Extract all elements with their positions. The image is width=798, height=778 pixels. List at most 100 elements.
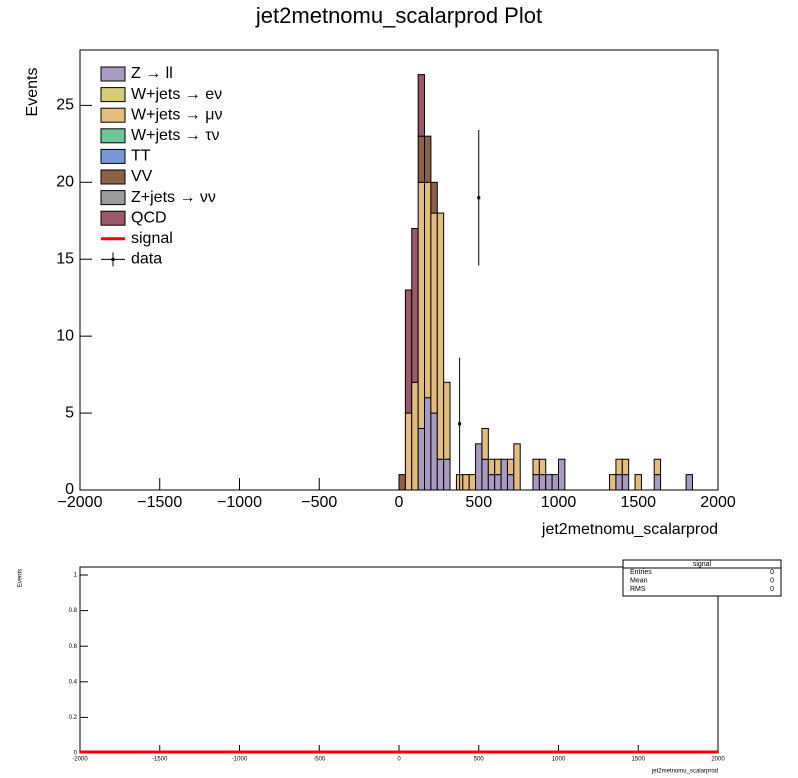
x-tick-label: 1500 [620,494,656,511]
y-tick-label: 0.4 [69,679,78,685]
y-tick-label: 1 [74,573,78,579]
ratio-frame [79,566,719,754]
stats-value: 0 [770,569,774,576]
hist-bar [487,474,496,491]
legend-label: data [131,251,162,268]
y-tick-label: 0 [65,481,74,498]
x-tick-label: −500 [301,494,337,511]
hist-bar [417,74,426,137]
hist-bar [411,381,419,491]
hist-bar [513,443,521,491]
legend-label: VV [131,168,153,185]
hist-bar [506,458,515,476]
y-tick-label: 0.8 [69,608,78,614]
hist-bar [634,474,642,491]
x-tick-label: 1500 [632,757,646,763]
hist-bar [609,474,617,491]
y-tick-label: 20 [56,174,74,191]
hist-bar [653,458,662,476]
hist-bar [500,458,508,491]
x-tick-label: -2000 [72,757,88,763]
x-tick-label: 2000 [711,757,725,763]
hist-bar [475,443,483,491]
legend-swatch [111,257,115,261]
x-tick-label: −2000 [58,494,103,511]
x-tick-label: −1000 [217,494,262,511]
hist-bar [532,458,540,476]
hist-bar [424,181,432,399]
y-tick-label: 0.6 [69,644,78,650]
hist-bar [558,458,566,491]
x-axis-label: jet2metnomu_scalarprod [541,521,718,538]
hist-bar [487,458,496,476]
y-axis-label: Events [18,569,24,587]
stats-value: 0 [770,577,774,584]
hist-bar [538,474,547,491]
hist-bar [430,181,438,214]
legend-label: QCD [131,209,167,226]
hist-bar [481,458,489,491]
legend-swatch [100,87,126,103]
hist-bar [404,412,413,491]
stats-label: RMS [630,586,646,593]
legend-label: W+jets → τν [131,127,220,144]
hist-bar [404,289,413,414]
legend-swatch [100,128,126,144]
legend-swatch [100,210,126,226]
hist-bar [538,458,547,476]
y-tick-label: 0 [74,751,78,757]
legend-label: signal [131,230,173,247]
x-tick-label: 1000 [552,757,566,763]
x-tick-label: 0 [395,494,404,511]
hist-bar [653,474,662,491]
hist-bar [506,474,515,491]
hist-bar [545,474,553,491]
x-tick-label: -1500 [152,757,168,763]
stats-label: Mean [630,577,648,584]
hist-bar [417,181,426,429]
data-point [477,196,481,200]
chart-title: jet2metnomu_scalarprod Plot [255,3,542,28]
x-tick-label: 500 [474,757,485,763]
hist-bar [481,427,489,460]
hist-bar [443,458,451,491]
legend-label: Z → ll [131,65,173,82]
x-tick-label: 500 [465,494,492,511]
hist-bar [462,474,470,491]
hist-bar [417,427,426,491]
legend-label: Z+jets → νν [131,189,216,206]
data-point [458,422,462,426]
legend-label: W+jets → μν [131,106,222,123]
legend-swatch [100,66,126,82]
hist-bar [411,227,419,383]
stats-value: 0 [770,586,774,593]
stats-box: signal Entries 0 Mean 0 RMS 0 [622,559,782,597]
hist-bar [430,212,438,414]
hist-bar [443,381,451,460]
x-tick-label: -1000 [232,757,248,763]
y-tick-label: 10 [56,327,74,344]
hist-bar [494,458,502,476]
x-tick-label: −1500 [137,494,182,511]
hist-bar [436,212,445,460]
y-tick-label: 15 [56,250,74,267]
x-tick-label: 2000 [700,494,736,511]
legend-swatch [100,190,126,206]
x-tick-label: 0 [397,757,401,763]
main-plot: −2000 −1500 −1000 −500 0 500 1000 1500 2000 0 5 10 1… [56,74,736,511]
legend-label: W+jets → eν [131,86,222,103]
hist-bar [398,474,406,491]
hist-bar [621,458,630,476]
hist-bar [436,458,445,491]
legend-swatch [100,107,126,123]
hist-bar [424,397,432,491]
signal-plot: -2000 -1500 -1000 -500 0 500 1000 1500 2000 0 0.2 0… [69,573,726,763]
legend: Z → ll W+jets → eν W+jets → μν W+jets → τν T… [100,65,222,268]
legend-label: TT [131,148,151,165]
x-axis-label: jet2metnomu_scalarprod [651,769,718,775]
y-tick-label: 5 [65,404,74,421]
stats-title: signal [693,561,712,568]
hist-bar [615,458,623,476]
hist-bar [494,474,502,491]
